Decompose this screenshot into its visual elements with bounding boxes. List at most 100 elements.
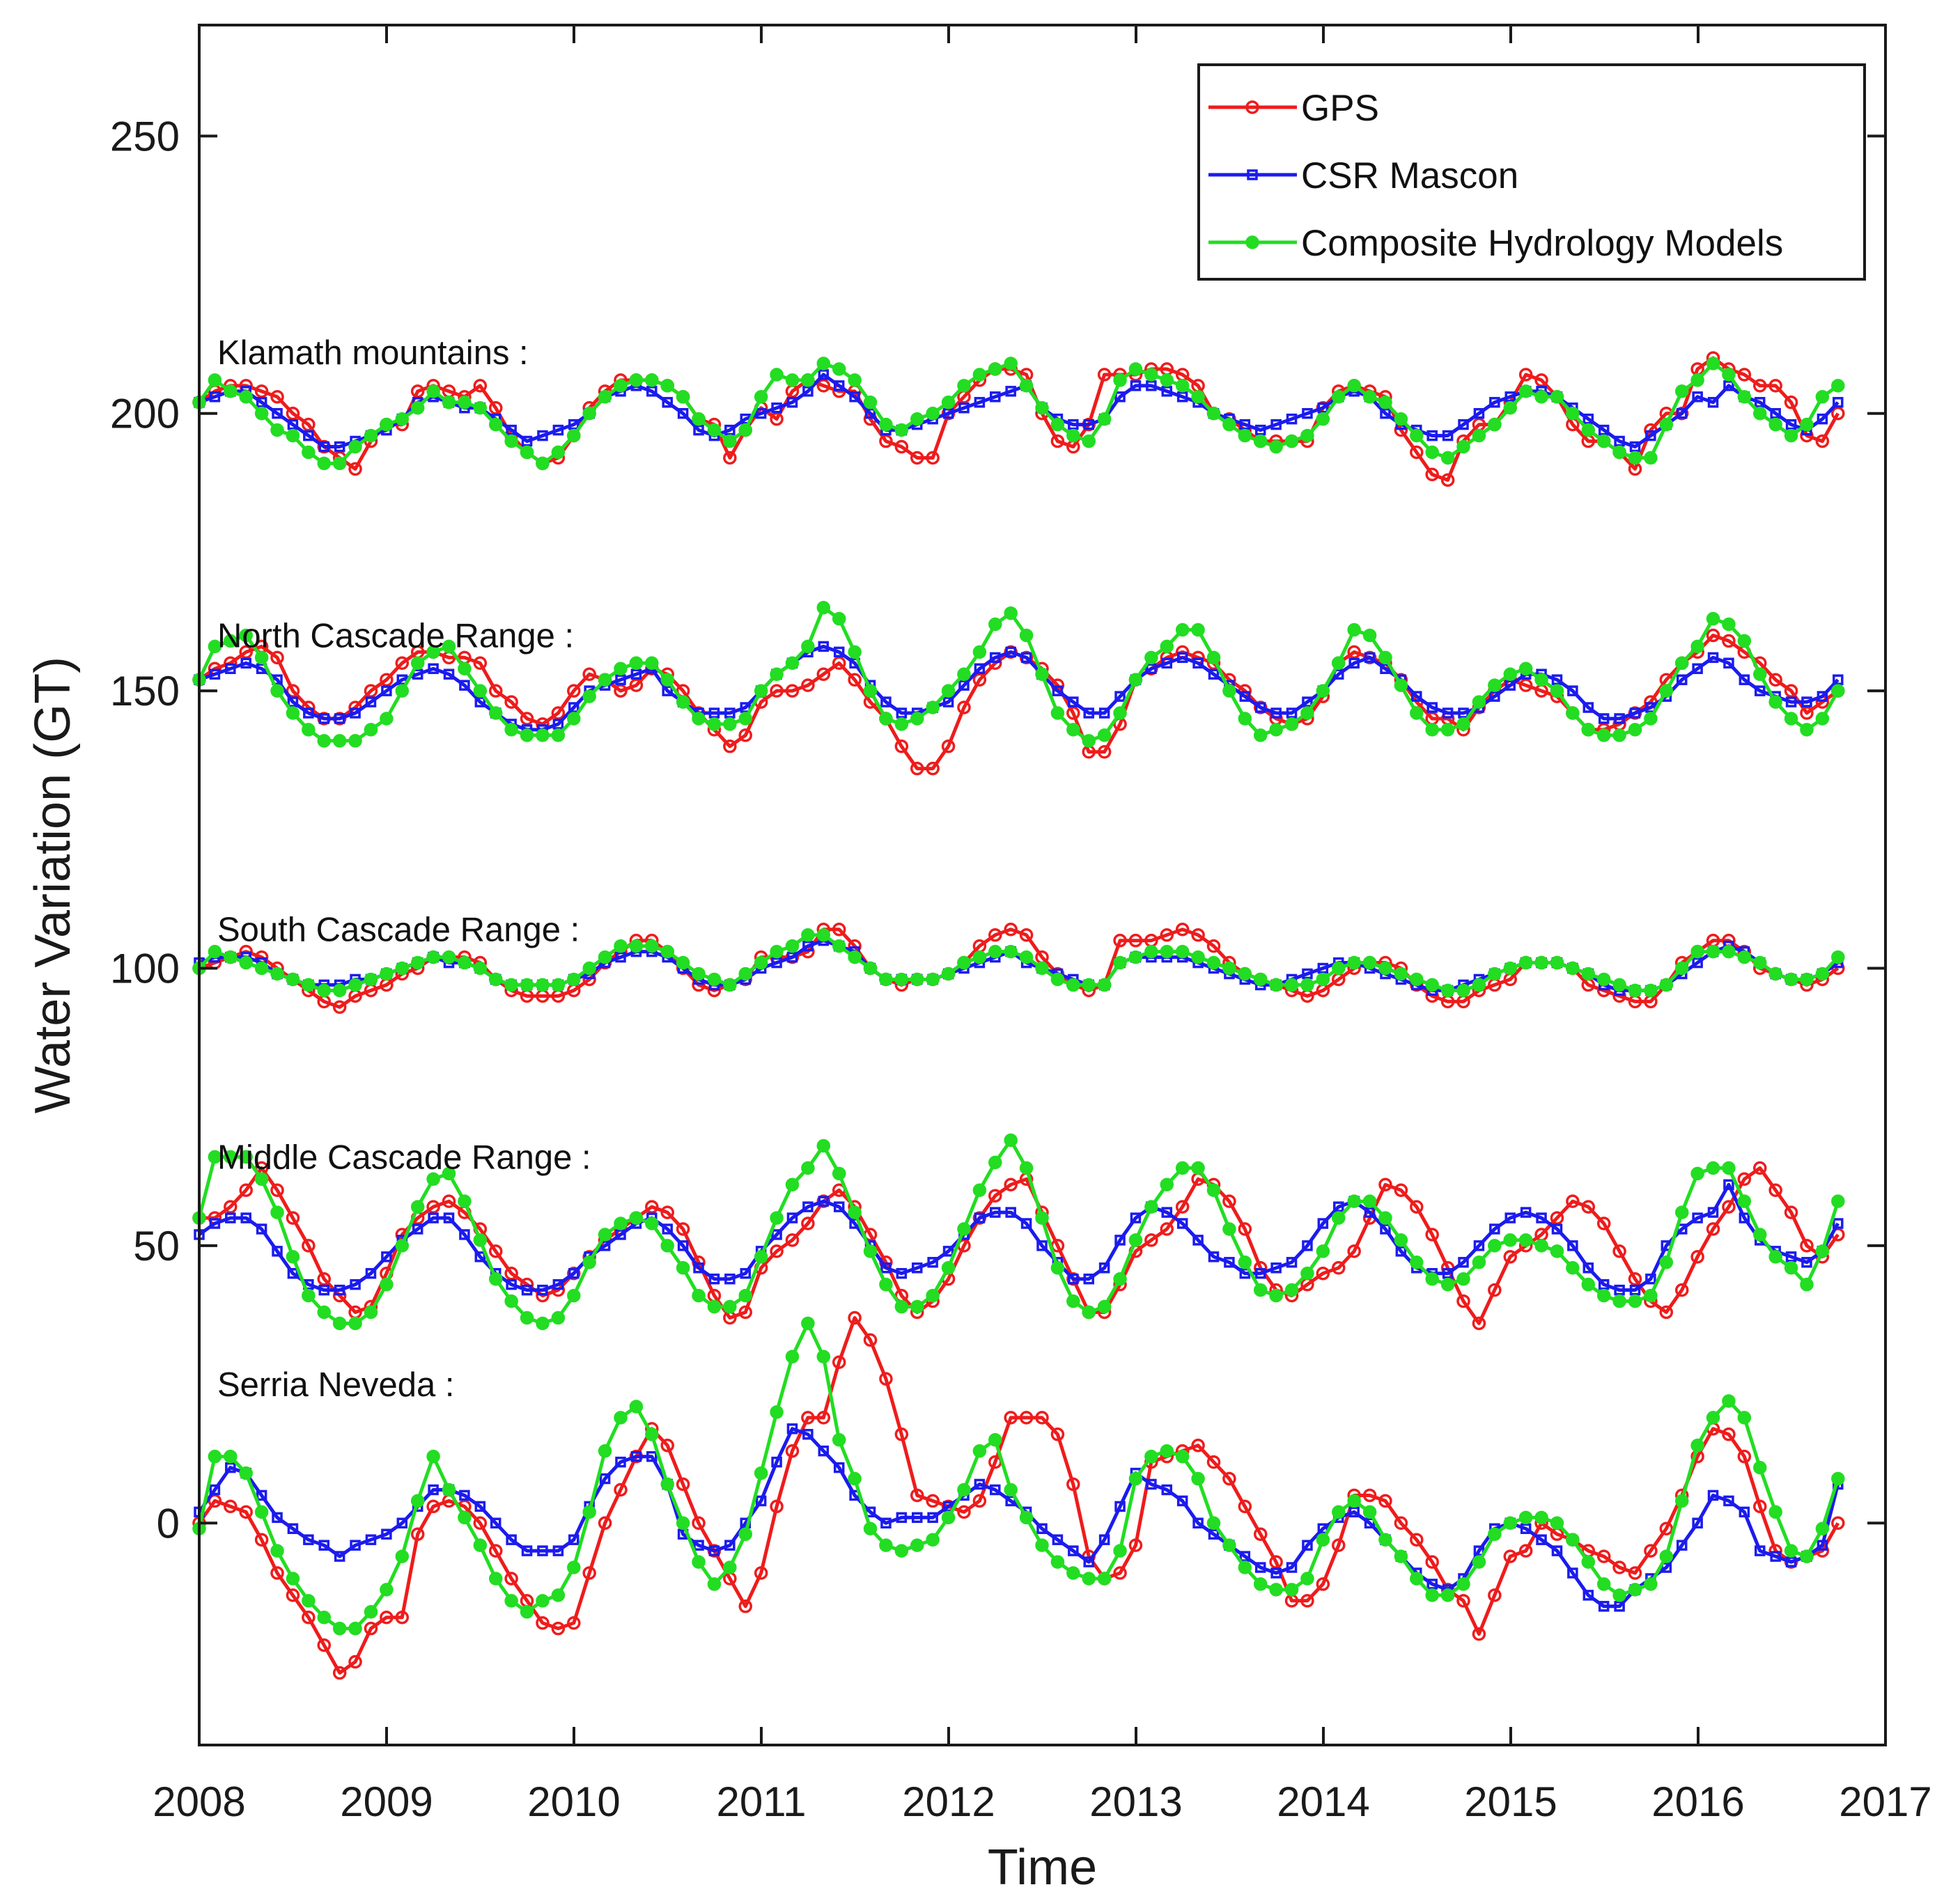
- data-point: [443, 668, 455, 680]
- data-point: [1160, 373, 1174, 387]
- data-point: [1035, 1538, 1049, 1552]
- data-point: [598, 673, 612, 687]
- data-point: [1456, 439, 1470, 454]
- data-point: [426, 950, 440, 964]
- data-point: [302, 445, 316, 460]
- region-south-cascade-range: [192, 922, 1845, 1015]
- data-point: [317, 734, 332, 748]
- data-point: [410, 955, 425, 970]
- data-point: [1690, 1166, 1704, 1181]
- data-point: [1815, 434, 1830, 448]
- data-point: [1284, 434, 1299, 448]
- data-point: [1253, 701, 1268, 714]
- data-point: [442, 950, 456, 964]
- data-point: [1674, 384, 1689, 398]
- legend-label: GPS: [1301, 88, 1379, 129]
- data-point: [1316, 412, 1330, 426]
- data-point: [1083, 1556, 1094, 1567]
- data-point: [582, 406, 596, 421]
- data-point: [348, 1621, 362, 1636]
- data-point: [1161, 1207, 1173, 1218]
- data-point: [1208, 1251, 1220, 1262]
- data-point: [910, 451, 924, 465]
- data-point: [1208, 1528, 1220, 1540]
- data-point: [348, 1654, 362, 1669]
- data-point: [832, 922, 846, 937]
- data-point: [488, 1544, 503, 1558]
- data-point: [1833, 1218, 1844, 1229]
- data-point: [1518, 678, 1533, 692]
- data-point: [1551, 674, 1563, 685]
- data-point: [270, 1205, 284, 1219]
- data-point: [1286, 413, 1298, 425]
- data-point: [990, 391, 1001, 402]
- x-tick-label: 2013: [1089, 1778, 1182, 1825]
- data-point: [771, 402, 782, 414]
- x-axis-title: Time: [988, 1840, 1097, 1895]
- data-point: [1035, 401, 1049, 415]
- data-point: [442, 639, 456, 654]
- data-point: [334, 1551, 345, 1562]
- data-point: [848, 1311, 862, 1325]
- data-point: [926, 451, 940, 465]
- data-point: [395, 1549, 410, 1563]
- data-point: [504, 978, 518, 992]
- data-point: [1800, 417, 1814, 432]
- data-point: [1768, 695, 1782, 709]
- data-point: [504, 695, 518, 709]
- data-point: [1036, 1523, 1048, 1535]
- data-point: [1395, 1246, 1407, 1257]
- data-point: [350, 1278, 361, 1290]
- data-point: [459, 1489, 470, 1501]
- data-point: [458, 662, 472, 676]
- data-point: [1833, 397, 1844, 408]
- data-point: [270, 967, 284, 981]
- data-point: [302, 1610, 316, 1625]
- data-point: [426, 1499, 440, 1514]
- data-point: [1161, 657, 1173, 669]
- data-point: [1128, 1471, 1143, 1486]
- data-point: [676, 1516, 690, 1531]
- data-point: [723, 740, 737, 753]
- data-point: [395, 412, 410, 426]
- data-point: [926, 701, 940, 714]
- data-point: [1706, 1161, 1720, 1175]
- data-point: [1581, 1555, 1596, 1569]
- data-point: [1222, 961, 1236, 976]
- data-point: [1534, 1510, 1548, 1525]
- data-point: [645, 1200, 659, 1214]
- data-point: [350, 707, 361, 719]
- data-point: [287, 1267, 299, 1279]
- data-point: [677, 407, 689, 419]
- data-point: [1068, 696, 1079, 707]
- data-point: [1737, 390, 1752, 404]
- data-point: [1676, 674, 1688, 685]
- data-point: [1472, 1316, 1486, 1331]
- data-point: [1800, 1277, 1814, 1292]
- data-point: [801, 1217, 815, 1230]
- series-line: [197, 1316, 1840, 1675]
- data-point: [224, 1499, 238, 1514]
- data-point: [395, 1239, 410, 1253]
- data-point: [1692, 1212, 1703, 1223]
- data-point: [645, 373, 659, 387]
- series-line: [197, 606, 1840, 743]
- data-point: [660, 379, 674, 393]
- data-point: [1316, 684, 1330, 698]
- data-point: [1302, 696, 1313, 707]
- data-point: [816, 928, 831, 942]
- data-point: [428, 1212, 439, 1223]
- series-composite-hydrology-models-serria-neveda: [192, 1316, 1845, 1636]
- data-point: [1815, 967, 1830, 981]
- data-point: [1614, 713, 1625, 724]
- data-point: [646, 386, 658, 397]
- data-point: [988, 1433, 1002, 1447]
- x-tick-label: 2010: [527, 1778, 620, 1825]
- data-point: [1128, 362, 1143, 376]
- data-point: [488, 1244, 503, 1258]
- data-point: [1488, 967, 1502, 981]
- data-point: [1316, 972, 1330, 987]
- data-point: [941, 1510, 956, 1525]
- data-point: [1503, 961, 1517, 976]
- data-point: [380, 673, 394, 687]
